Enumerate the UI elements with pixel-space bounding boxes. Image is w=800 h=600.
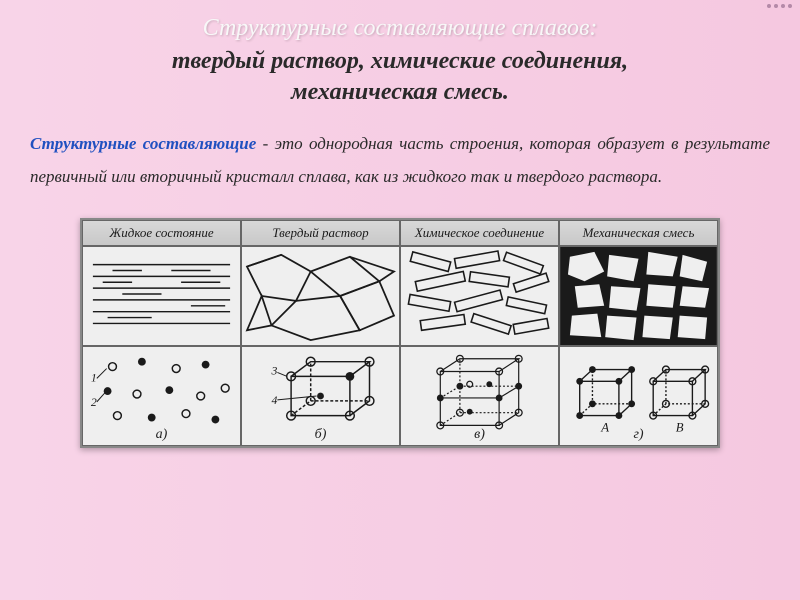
micro-chemical xyxy=(400,246,559,346)
title-sub-line1: твердый раствор, химические соединения, xyxy=(172,48,628,74)
lattice-row: 1 2 а) xyxy=(82,346,718,446)
header-solid-solution: Твердый раствор xyxy=(241,220,400,246)
lattice-mechanical: А В г) xyxy=(559,346,718,446)
body-text: Структурные составляющие - это однородна… xyxy=(30,128,770,193)
header-chemical: Химическое соединение xyxy=(400,220,559,246)
title-sub: твердый раствор, химические соединения, … xyxy=(30,46,770,108)
header-row: Жидкое состояние Твердый раствор Химичес… xyxy=(82,220,718,246)
lattice-chemical: в) xyxy=(400,346,559,446)
atom-label-4: 4 xyxy=(272,394,278,407)
micro-solid-solution xyxy=(241,246,400,346)
header-mechanical: Механическая смесь xyxy=(559,220,718,246)
label-a: а) xyxy=(156,427,168,443)
lattice-label-B: В xyxy=(676,420,684,434)
lattice-liquid: 1 2 а) xyxy=(82,346,241,446)
figure-grid: Жидкое состояние Твердый раствор Химичес… xyxy=(80,218,720,448)
lattice-solid-solution: 3 4 б) xyxy=(241,346,400,446)
microstructure-row xyxy=(82,246,718,346)
nav-dots xyxy=(767,4,792,8)
title-sub-line2: механическая смесь. xyxy=(291,79,509,105)
title-main: Структурные составляющие сплавов: xyxy=(30,15,770,42)
micro-liquid xyxy=(82,246,241,346)
atom-label-1: 1 xyxy=(91,371,97,384)
atom-label-3: 3 xyxy=(271,364,278,377)
term: Структурные составляющие xyxy=(30,134,256,153)
header-liquid: Жидкое состояние xyxy=(82,220,241,246)
label-c: в) xyxy=(474,427,485,443)
micro-mechanical xyxy=(559,246,718,346)
lattice-label-A: А xyxy=(600,420,609,434)
slide: Структурные составляющие сплавов: тверды… xyxy=(0,0,800,600)
label-b: б) xyxy=(315,427,327,443)
label-d: г) xyxy=(633,427,643,443)
atom-label-2: 2 xyxy=(91,396,97,409)
